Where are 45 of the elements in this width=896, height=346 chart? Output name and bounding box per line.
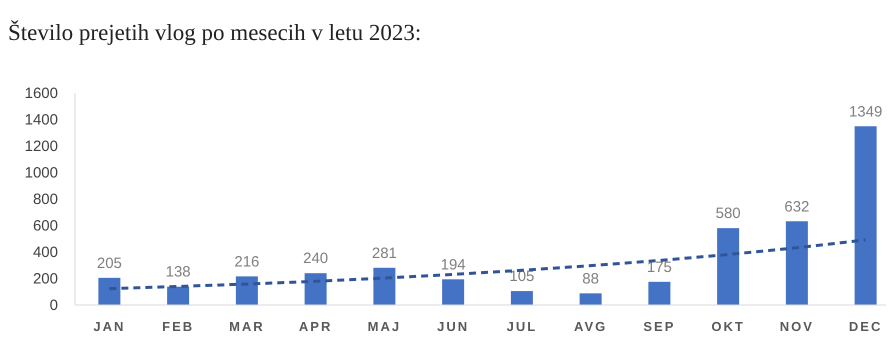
x-tick-label: SEP xyxy=(643,319,676,334)
y-tick-label: 600 xyxy=(32,218,58,234)
y-tick-label: 400 xyxy=(32,244,58,261)
data-label: 205 xyxy=(96,254,122,272)
data-label: 88 xyxy=(582,270,599,288)
x-tick-label: APR xyxy=(298,319,332,334)
bar xyxy=(442,279,464,305)
y-tick-label: 200 xyxy=(32,270,58,288)
x-tick-label: OKT xyxy=(711,319,745,334)
y-tick-label: 0 xyxy=(50,297,58,314)
chart-title: Število prejetih vlog po mesecih v letu 2023: xyxy=(8,20,422,45)
data-label: 138 xyxy=(166,264,191,281)
data-label: 580 xyxy=(716,205,741,222)
y-tick-label: 1000 xyxy=(24,164,58,182)
bar xyxy=(786,221,808,305)
x-tick-label: AVG xyxy=(574,319,608,334)
bar xyxy=(648,282,670,305)
data-label: 1349 xyxy=(848,103,882,120)
data-label: 240 xyxy=(303,250,328,268)
x-tick-label: MAJ xyxy=(368,319,402,334)
x-tick-label: FEB xyxy=(162,319,194,334)
x-tick-label: JAN xyxy=(93,319,126,334)
y-tick-label: 800 xyxy=(32,191,58,208)
y-tick-label: 1600 xyxy=(24,85,58,102)
data-label: 194 xyxy=(440,256,466,274)
x-tick-label: NOV xyxy=(780,319,814,334)
data-label: 281 xyxy=(372,244,397,262)
data-label: 632 xyxy=(784,198,810,216)
bar xyxy=(854,126,877,305)
bar xyxy=(167,286,190,305)
bar xyxy=(304,273,327,305)
x-tick-label: JUN xyxy=(437,319,470,334)
data-label: 216 xyxy=(234,253,260,270)
bar xyxy=(373,268,396,305)
bar xyxy=(236,276,258,305)
y-tick-label: 1200 xyxy=(24,138,58,155)
bar xyxy=(717,228,740,305)
x-tick-label: MAR xyxy=(229,319,265,334)
x-tick-label: JUL xyxy=(506,319,538,334)
data-label: 175 xyxy=(646,258,672,276)
bar xyxy=(98,278,120,305)
bar xyxy=(580,293,602,305)
x-tick-label: DEC xyxy=(848,319,882,334)
bar xyxy=(510,291,533,305)
y-tick-label: 1400 xyxy=(24,112,58,128)
